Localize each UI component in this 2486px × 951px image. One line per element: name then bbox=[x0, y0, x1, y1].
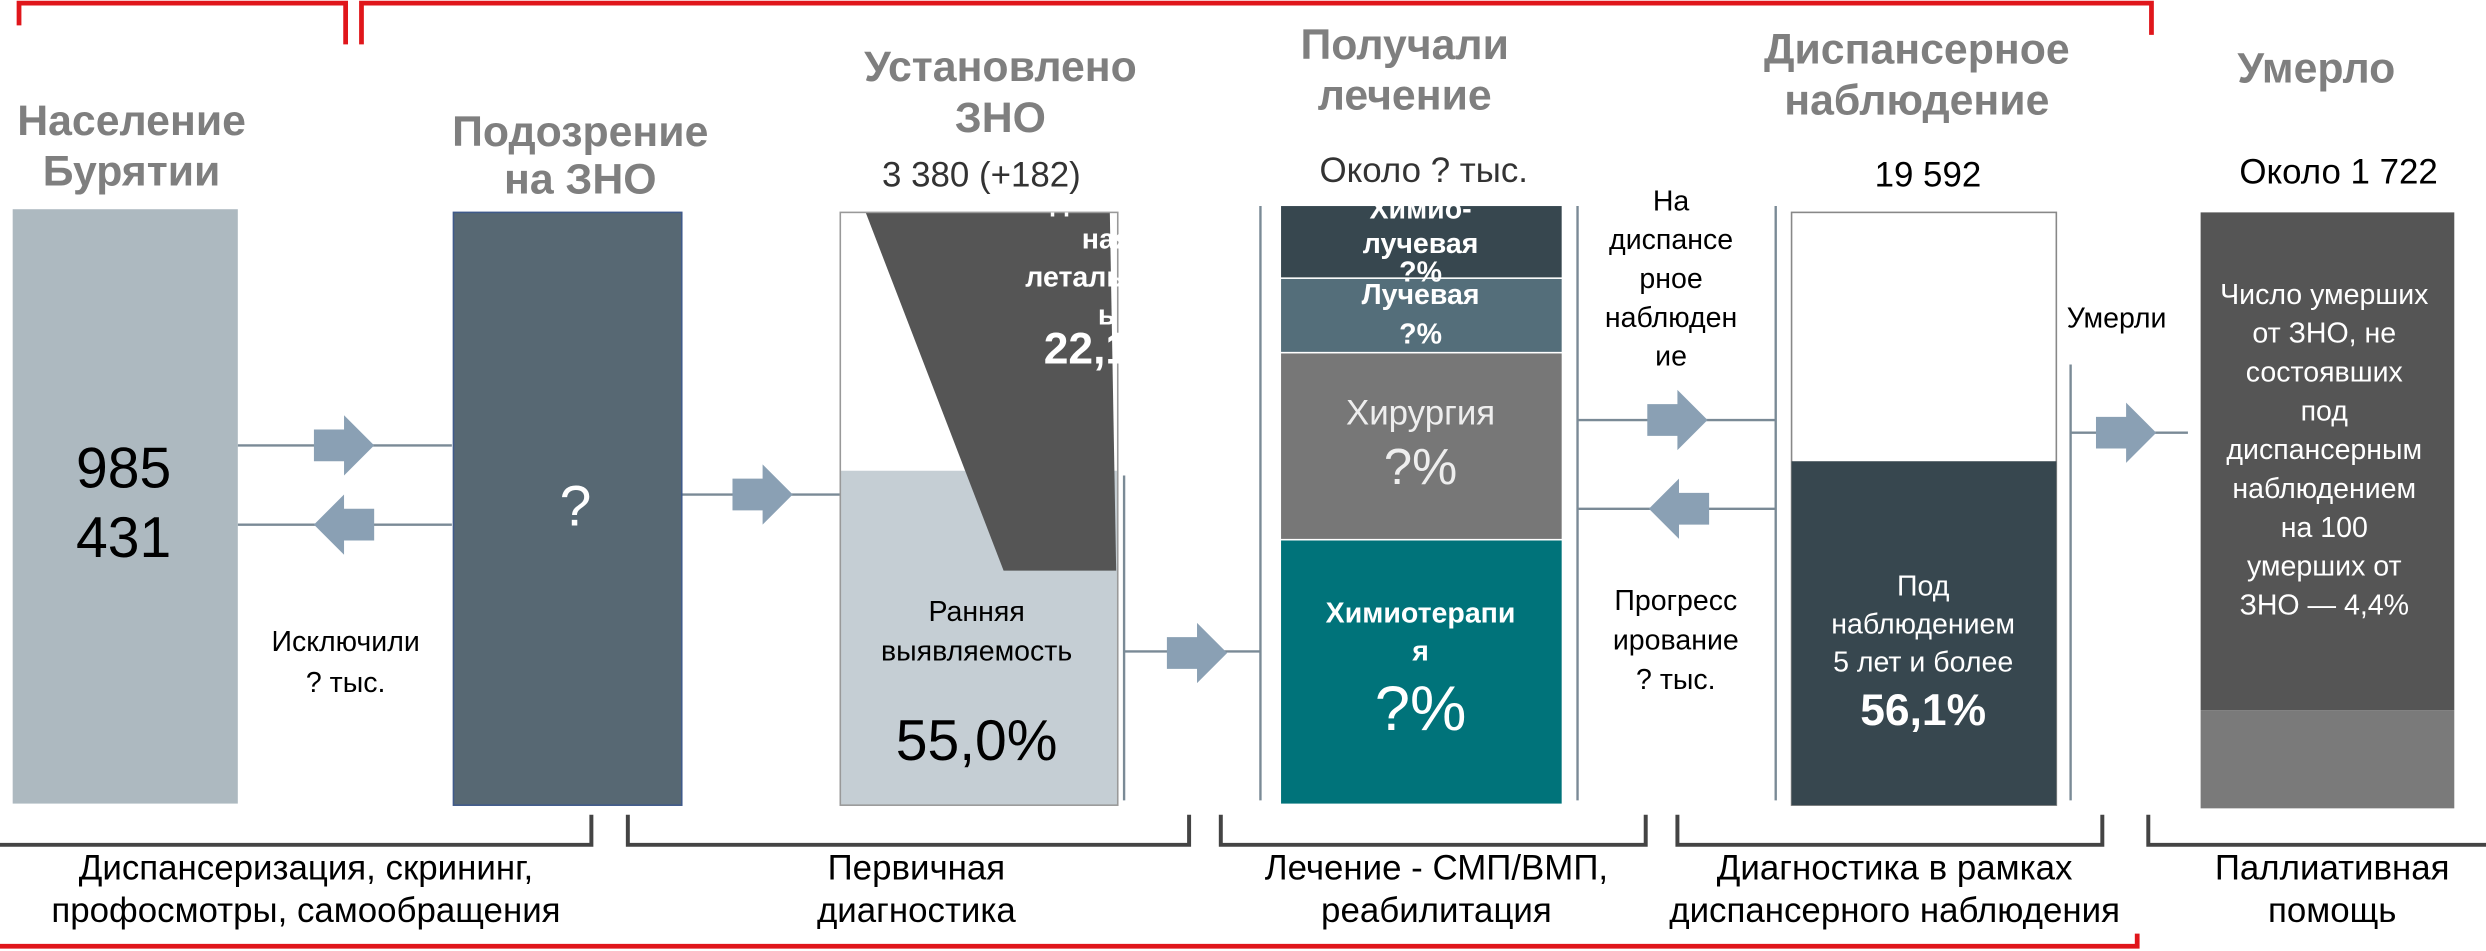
label: выявляемость bbox=[881, 636, 1072, 668]
label: диагностика bbox=[817, 891, 1016, 930]
label: Исключили bbox=[271, 626, 419, 658]
segment bbox=[1281, 353, 1562, 539]
label: лучевая bbox=[1363, 228, 1479, 260]
label: ирование bbox=[1613, 624, 1739, 656]
label: я bbox=[1411, 636, 1429, 668]
label: Установлено bbox=[864, 43, 1137, 91]
label: наблюден bbox=[1605, 302, 1737, 334]
label: диспансе bbox=[1609, 224, 1733, 256]
label: Умерло bbox=[2237, 45, 2395, 93]
label: ная bbox=[1082, 223, 1132, 255]
label: Умерли bbox=[2067, 303, 2167, 335]
mortality-shape bbox=[865, 212, 1117, 571]
label: 985 bbox=[76, 436, 171, 500]
red-bracket bbox=[359, 0, 2154, 45]
label: Население bbox=[17, 97, 246, 145]
label: Около 1 722 bbox=[2239, 153, 2437, 192]
label: Одногодич bbox=[1029, 185, 1184, 217]
label: лечение bbox=[1318, 72, 1492, 120]
arrow bbox=[313, 415, 375, 476]
label: наблюдением bbox=[2232, 473, 2416, 505]
label: умерших от bbox=[2247, 551, 2402, 583]
label: Диспансеризация, скрининг, bbox=[79, 848, 533, 887]
label: Под bbox=[1897, 571, 1950, 603]
segment bbox=[1281, 278, 1562, 352]
population-box bbox=[12, 209, 238, 804]
red-bracket bbox=[16, 0, 349, 45]
label: Диспансерное bbox=[1764, 26, 2070, 74]
arrow bbox=[1647, 389, 1708, 451]
bracket bbox=[1218, 814, 1648, 847]
followup-fill bbox=[1791, 461, 2057, 806]
label: ь bbox=[1098, 300, 1116, 332]
label: ?% bbox=[1399, 319, 1442, 351]
label: диспансерным bbox=[2226, 434, 2422, 466]
label: Ранняя bbox=[928, 596, 1024, 628]
label: 22,1% bbox=[1044, 325, 1170, 374]
label: диспансерного наблюдения bbox=[1669, 891, 2120, 930]
label: ЗНО — 4,4% bbox=[2240, 590, 2409, 622]
red-line bbox=[0, 933, 2140, 949]
label: Лучевая bbox=[1362, 279, 1480, 311]
label: Подозрение bbox=[452, 108, 708, 156]
label: Паллиативная bbox=[2215, 848, 2450, 887]
label: Хирургия bbox=[1346, 393, 1495, 432]
label: ЗНО bbox=[955, 94, 1046, 142]
label: рное bbox=[1639, 263, 1702, 295]
label: под bbox=[2301, 395, 2349, 427]
label: Первичная bbox=[828, 848, 1006, 887]
label: ?% bbox=[1384, 438, 1457, 495]
label: 56,1% bbox=[1860, 686, 1986, 735]
label: ? тыс. bbox=[1636, 664, 1716, 696]
label: Лечение - СМП/ВМП, bbox=[1265, 848, 1608, 887]
label: ?% bbox=[1375, 674, 1467, 744]
label: Число умерших bbox=[2220, 279, 2428, 311]
label: Около ? тыс. bbox=[1320, 151, 1528, 190]
bracket bbox=[625, 814, 1192, 847]
label: ?% bbox=[1399, 257, 1442, 289]
label: 55,0% bbox=[896, 709, 1058, 773]
bracket bbox=[2146, 814, 2486, 847]
label: на 100 bbox=[2281, 512, 2368, 544]
label: 431 bbox=[76, 506, 171, 570]
bracket bbox=[0, 814, 594, 847]
label: ? bbox=[560, 474, 592, 538]
segment bbox=[1281, 540, 1562, 804]
label: 3 380 (+182) bbox=[882, 156, 1081, 195]
arrow bbox=[313, 494, 375, 555]
label: наблюдение bbox=[1784, 76, 2049, 124]
suspicion-box bbox=[452, 211, 683, 806]
label: На bbox=[1653, 185, 1690, 217]
label: от ЗНО, не bbox=[2252, 318, 2396, 350]
label: профосмотры, самообращения bbox=[51, 891, 560, 930]
label: реабилитация bbox=[1321, 891, 1552, 930]
deceased-box bbox=[2200, 212, 2455, 711]
mortality-text: Одногодич ная летальност ь22,1% bbox=[1025, 185, 1188, 374]
arrow bbox=[1166, 622, 1228, 684]
label: Получали bbox=[1300, 21, 1508, 69]
arrow bbox=[2095, 402, 2157, 463]
label: Химиотерапи bbox=[1326, 598, 1516, 630]
label: 19 592 bbox=[1875, 156, 1982, 195]
label: состоявших bbox=[2246, 357, 2403, 389]
label: ие bbox=[1655, 341, 1687, 373]
label: Прогресс bbox=[1614, 585, 1737, 617]
label: Бурятии bbox=[43, 148, 221, 196]
established-box bbox=[839, 211, 1119, 806]
deceased-fill bbox=[2200, 710, 2455, 809]
arrow bbox=[732, 464, 793, 525]
label: на ЗНО bbox=[504, 156, 657, 204]
label: наблюдением bbox=[1831, 609, 2015, 641]
arrow bbox=[1648, 478, 1710, 539]
label: Химио- bbox=[1370, 193, 1472, 225]
label: летальност bbox=[1025, 261, 1188, 293]
label: ? тыс. bbox=[306, 667, 386, 699]
label: Диагностика в рамках bbox=[1717, 848, 2073, 887]
label: 5 лет и более bbox=[1833, 647, 2013, 679]
bracket bbox=[1675, 814, 2105, 847]
label: помощь bbox=[2268, 891, 2396, 930]
segment bbox=[1281, 206, 1562, 278]
